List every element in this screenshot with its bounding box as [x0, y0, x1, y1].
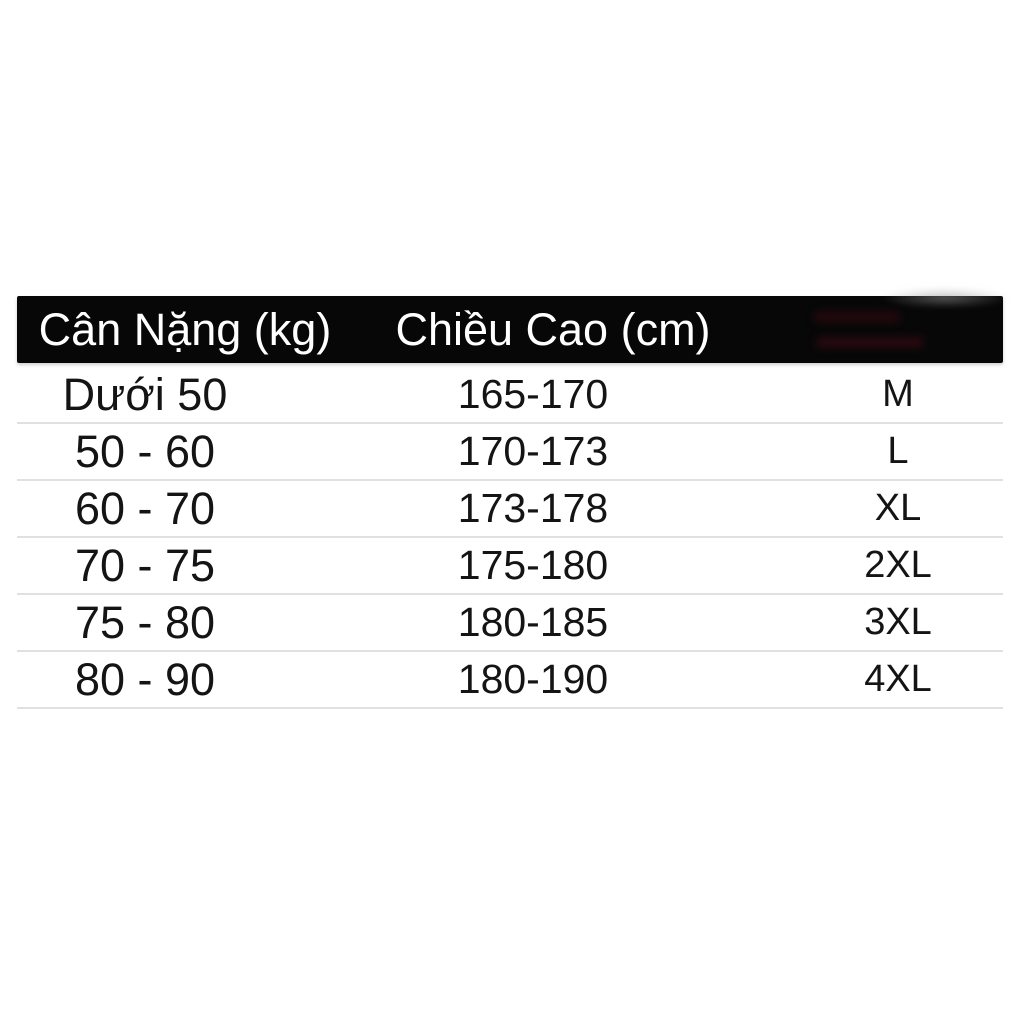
table-row: 50 - 60 170-173 L: [17, 424, 1003, 481]
weight-cell: Dưới 50: [62, 368, 228, 420]
table-row: 60 - 70 173-178 XL: [17, 481, 1003, 538]
weight-cell: 60 - 70: [74, 482, 216, 534]
height-cell: 170-173: [457, 428, 609, 474]
weight-cell: 70 - 75: [74, 539, 216, 591]
height-cell: 165-170: [457, 371, 609, 417]
size-chart-body: Dưới 50 165-170 M 50 - 60 170-173 L 60 -…: [17, 367, 1003, 709]
corner-smudge-artifact: [855, 281, 1024, 307]
header-height-label: Chiều Cao (cm): [395, 304, 711, 355]
height-cell: 173-178: [457, 485, 609, 531]
table-row: 80 - 90 180-190 4XL: [17, 652, 1003, 709]
erased-text-artifact: [816, 337, 924, 348]
size-chart-header-bar: Cân Nặng (kg) Chiều Cao (cm): [17, 281, 1024, 363]
table-row: Dưới 50 165-170 M: [17, 367, 1003, 424]
size-cell: 3XL: [864, 601, 932, 643]
height-cell: 180-190: [457, 656, 609, 702]
weight-cell: 80 - 90: [74, 653, 216, 705]
height-cell: 175-180: [457, 542, 609, 588]
header-weight-label: Cân Nặng (kg): [38, 304, 332, 355]
size-cell: 4XL: [864, 658, 932, 700]
size-chart-table: Cân Nặng (kg) Chiều Cao (cm) Dưới 50 165…: [17, 281, 1024, 709]
weight-cell: 50 - 60: [74, 425, 216, 477]
height-cell: 180-185: [457, 599, 609, 645]
weight-cell: 75 - 80: [74, 596, 216, 648]
size-cell: XL: [874, 487, 922, 529]
size-cell: L: [887, 430, 909, 472]
erased-text-artifact: [813, 311, 901, 323]
table-row: 75 - 80 180-185 3XL: [17, 595, 1003, 652]
size-cell: M: [882, 373, 914, 415]
size-cell: 2XL: [864, 544, 932, 586]
table-row: 70 - 75 175-180 2XL: [17, 538, 1003, 595]
